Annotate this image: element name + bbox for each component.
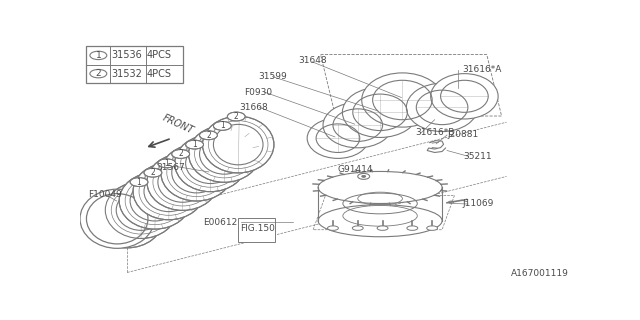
Ellipse shape	[307, 118, 369, 158]
Text: 31532: 31532	[112, 68, 143, 79]
Text: 31616*B: 31616*B	[415, 128, 454, 137]
Ellipse shape	[80, 189, 154, 248]
Circle shape	[200, 131, 218, 140]
FancyBboxPatch shape	[237, 218, 275, 242]
Ellipse shape	[318, 172, 442, 204]
Ellipse shape	[427, 226, 438, 230]
Ellipse shape	[147, 154, 218, 210]
Circle shape	[172, 149, 189, 158]
Text: 31599: 31599	[258, 72, 287, 81]
Ellipse shape	[119, 172, 191, 229]
Text: G91414: G91414	[337, 165, 373, 174]
Text: 31567: 31567	[156, 163, 185, 172]
Ellipse shape	[362, 73, 443, 127]
Text: 1: 1	[95, 51, 101, 60]
Ellipse shape	[323, 102, 392, 148]
Circle shape	[186, 140, 204, 149]
Text: FIG.150: FIG.150	[240, 224, 275, 233]
Text: FRONT: FRONT	[161, 113, 195, 136]
Circle shape	[213, 121, 231, 130]
Circle shape	[158, 159, 176, 168]
Text: 4PCS: 4PCS	[147, 68, 172, 79]
Ellipse shape	[189, 126, 260, 182]
Ellipse shape	[406, 83, 478, 132]
Ellipse shape	[318, 205, 442, 237]
Ellipse shape	[352, 226, 364, 230]
Text: 1: 1	[220, 121, 225, 130]
Text: 1: 1	[137, 178, 141, 187]
Circle shape	[227, 112, 245, 121]
Ellipse shape	[431, 74, 498, 119]
Ellipse shape	[175, 135, 246, 192]
Ellipse shape	[377, 226, 388, 230]
Ellipse shape	[202, 116, 274, 173]
Ellipse shape	[343, 205, 417, 226]
Text: 2: 2	[234, 112, 239, 121]
Text: 1: 1	[164, 159, 169, 168]
Ellipse shape	[342, 87, 418, 138]
Text: 31648: 31648	[298, 56, 326, 65]
Text: F0930: F0930	[244, 88, 273, 97]
Circle shape	[144, 168, 162, 177]
Text: 31536: 31536	[112, 51, 143, 60]
Text: 1: 1	[192, 140, 197, 149]
Text: 2: 2	[206, 131, 211, 140]
Text: 31668: 31668	[239, 103, 268, 112]
Ellipse shape	[133, 163, 205, 220]
Ellipse shape	[106, 182, 177, 238]
Ellipse shape	[92, 191, 163, 248]
Ellipse shape	[328, 226, 339, 230]
Text: F10049: F10049	[88, 190, 122, 199]
Text: 2: 2	[150, 168, 156, 177]
FancyBboxPatch shape	[86, 46, 182, 83]
Text: 31616*A: 31616*A	[462, 65, 501, 75]
Text: A167001119: A167001119	[511, 269, 568, 278]
Ellipse shape	[407, 226, 418, 230]
Text: 2: 2	[95, 69, 101, 78]
Text: E00612: E00612	[204, 218, 237, 227]
Text: J11069: J11069	[463, 199, 494, 209]
Text: J20881: J20881	[447, 131, 478, 140]
Text: 35211: 35211	[463, 152, 492, 161]
Ellipse shape	[161, 144, 232, 201]
Circle shape	[362, 175, 365, 177]
Text: 4PCS: 4PCS	[147, 51, 172, 60]
Text: 2: 2	[179, 149, 183, 158]
Circle shape	[130, 178, 148, 187]
